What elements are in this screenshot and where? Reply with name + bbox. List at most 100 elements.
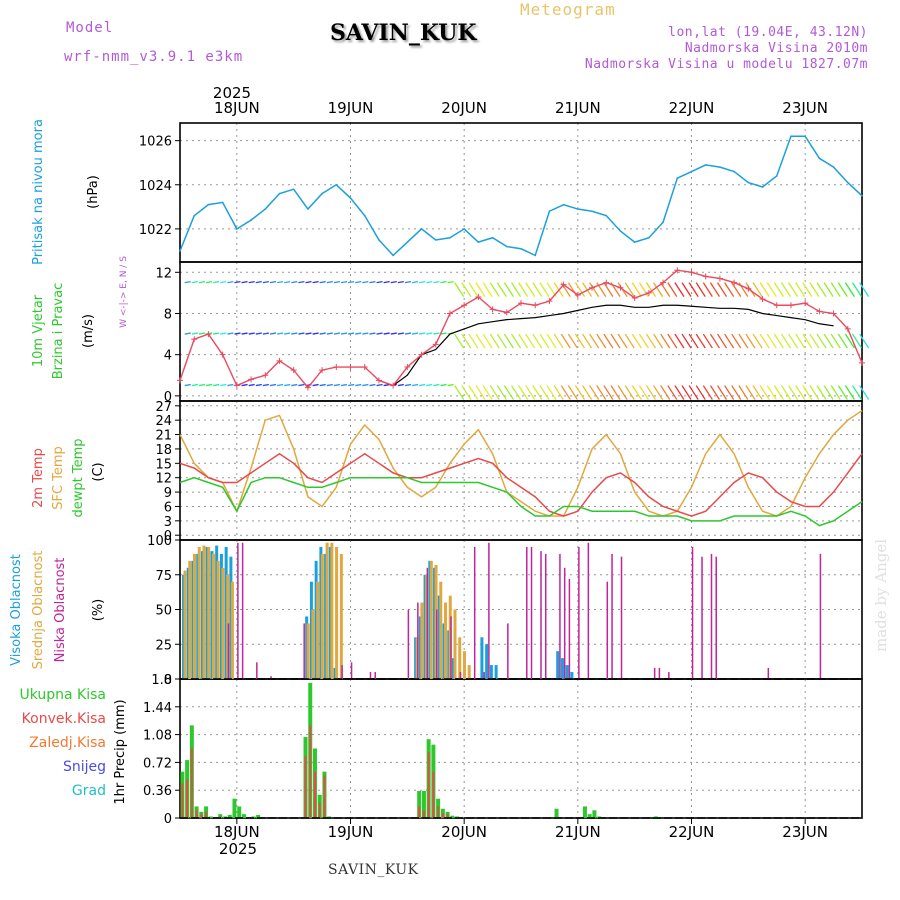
cloud-bar-0-29 [489,665,493,679]
wind-barb-1-77 [362,332,369,335]
precip-bar-0-14 [256,814,261,818]
ytick-label-3-3: 75 [155,569,172,584]
ytick-label-2-5: 15 [155,457,172,472]
cloud-bar-2-22 [540,551,542,679]
wind-barb-2-41 [276,280,284,284]
wind-barb-1-59 [319,332,326,335]
wind-barb-2-209 [674,282,685,297]
ytick-label-4-5: 1.8 [151,673,172,688]
wind-barb-0-122 [468,385,479,400]
wind-barb-0-194 [638,385,649,400]
precip-bar-1-18 [446,814,449,818]
wind-title-1: 10m Vjetar [31,294,46,367]
cloud-bar-1-29 [462,651,466,679]
wind-barb-0-227 [717,385,728,400]
wind-speed-marker-48 [859,359,865,366]
wind-barb-1-2 [184,332,191,335]
cloud-bar-2-2 [241,542,244,679]
wind-barb-1-74 [355,332,362,335]
ytick-label-3-2: 50 [155,604,172,619]
wind-speed-marker-47 [844,325,851,332]
wind-speed-marker-38 [716,275,723,282]
ytick-label-4-4: 1.44 [143,701,172,716]
wind-speed-marker-33 [645,289,652,296]
pressure-point-9 [307,208,309,210]
wind-barb-2-89 [390,280,397,284]
wind-barb-1-20 [227,332,234,335]
precip-bar-0-6 [208,816,213,818]
wind-barb-1-41 [276,332,284,335]
wind-barb-0-281 [844,385,855,400]
wind-title-2: Brzina i Pravac [51,283,66,380]
wind-speed-marker-9 [304,384,311,391]
wind-barb-0-44 [284,383,291,387]
wind-barb-2-140 [510,282,522,297]
wind-barb-1-164 [567,333,578,349]
wind-barb-0-143 [518,385,529,400]
wind-barb-1-167 [574,333,586,349]
wind-barb-2-251 [773,282,784,297]
precip-bar-0-36 [653,816,658,818]
pressure-point-25 [534,254,537,257]
wind-barb-2-266 [809,282,820,297]
product-label: Meteogram [520,0,616,19]
precip-bar-1-13 [422,810,425,818]
wind-barb-0-146 [525,385,536,400]
wind-barb-0-275 [830,385,841,400]
pressure-point-2 [207,203,210,206]
ytick-label-1-1: 4 [164,349,172,364]
cloud-bar-1-14 [320,553,324,679]
wind-barb-2-218 [695,282,706,297]
wind-barb-1-191 [631,333,642,349]
wind-barb-0-125 [475,385,486,400]
wind-barb-0-164 [567,385,578,400]
cloud-bar-2-9 [374,672,376,679]
wind-barb-0-206 [667,385,678,400]
cloud-bar-2-12 [426,567,429,679]
wind-barb-2-80 [369,280,376,284]
wind-speed-marker-3 [219,351,226,358]
wind-barb-2-167 [574,282,586,297]
wind-speed-marker-16 [404,364,411,371]
wind-barb-1-176 [596,333,607,349]
wind-barb-1-158 [553,333,564,349]
wind-barb-1-197 [645,333,657,349]
wind-barb-0-278 [837,385,848,400]
cloud-bar-2-29 [606,581,609,679]
precip-bar-0-28 [450,815,455,818]
pressure-point-13 [363,214,366,217]
wind-barb-1-68 [340,332,348,335]
wind-barb-1-257 [788,333,799,349]
wind-gust-line [378,304,834,387]
precip-bar-0-22 [421,790,426,818]
cloud-bar-2-33 [658,667,661,679]
wind-barb-1-62 [326,332,333,335]
pressure-point-19 [449,236,451,239]
wind-barb-1-92 [397,332,404,335]
pressure-title: Pritisak na nivou mora [31,119,46,265]
wind-speed-line [179,269,863,389]
pressure-point-17 [420,228,423,230]
ytick-label-2-0: 0 [164,529,172,544]
ytick-label-2-9: 27 [155,400,172,415]
ytick-label-2-2: 6 [164,500,172,515]
model-label: Model [66,20,114,36]
wind-barb-0-158 [553,385,564,400]
wind-barb-0-56 [312,383,319,387]
wind-speed-marker-14 [375,377,382,384]
cloud-bar-2-30 [611,553,613,679]
wind-speed-marker-35 [674,267,681,274]
pressure-point-10 [321,192,323,195]
wind-barb-1-254 [780,333,792,349]
wind-barb-2-77 [362,280,369,284]
ytick-label-0-2: 1026 [139,135,172,150]
precip-bar-0-12 [241,814,246,818]
wind-speed-marker-44 [802,300,809,307]
wind-barb-1-212 [681,333,692,349]
wind-barb-1-275 [830,333,841,349]
sfc-temp-line [179,409,863,517]
wind-barb-2-38 [269,280,277,284]
pressure-point-31 [619,230,622,232]
wind-barb-2-269 [816,282,827,297]
wind-barb-0-224 [709,385,720,400]
